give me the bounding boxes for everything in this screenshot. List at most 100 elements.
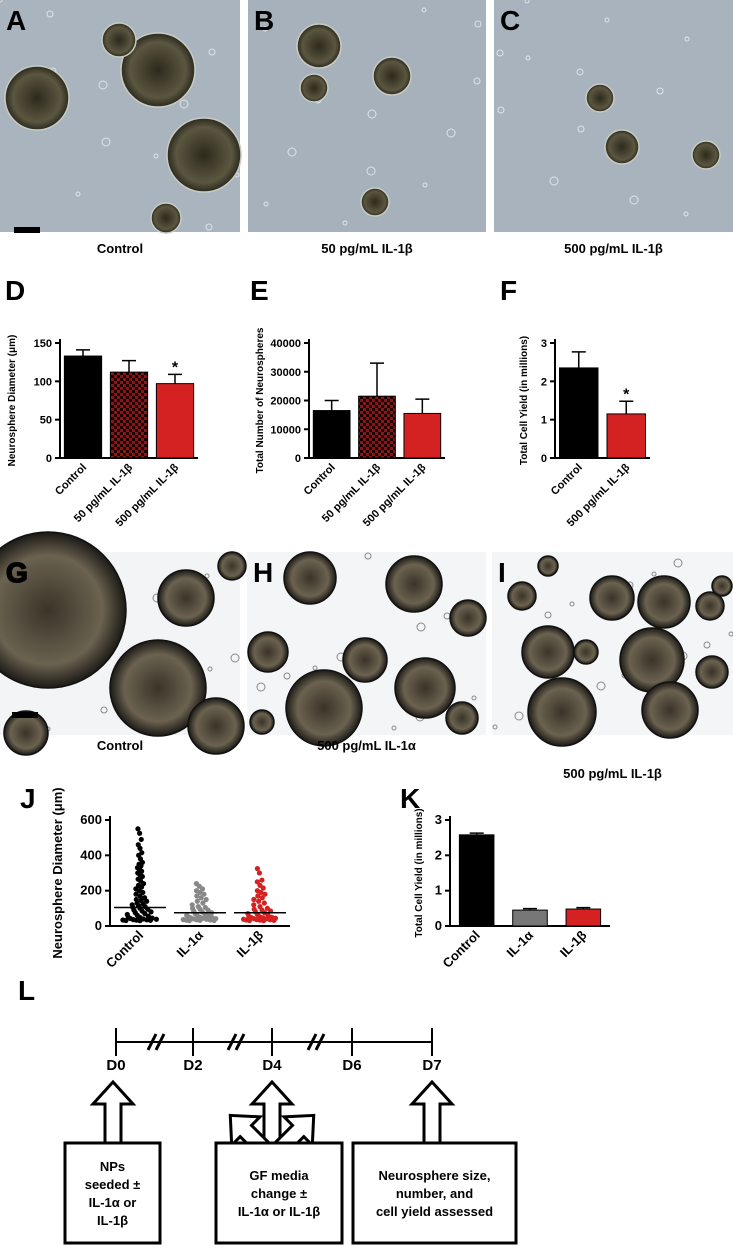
point [147,917,154,923]
debris [629,195,639,205]
photo-caption: Control [97,241,143,256]
y-axis-label: Neurosphere Diameter (μm) [50,787,65,958]
photo-panel [0,0,242,234]
point [258,889,264,896]
debris [422,182,428,188]
debris [728,631,733,637]
scale-bar [14,227,40,233]
box-text: seeded ± [85,1177,141,1192]
neurosphere [187,697,245,755]
arrow [89,1079,137,1145]
point [140,889,146,896]
neurosphere [109,639,207,737]
point [251,896,257,903]
photo-caption: 500 pg/mL IL-1β [563,766,662,781]
point [194,893,200,899]
box-text: cell yield assessed [376,1204,493,1219]
point [254,879,260,885]
photo-panel [0,531,247,756]
x-tick-label: Control [53,462,89,498]
bar [312,410,351,459]
debris [100,706,108,714]
panel-letter: H [253,557,273,588]
point [138,836,144,843]
point [201,891,207,897]
error-bar [415,398,430,414]
neurosphere [589,575,635,621]
panel-letter: F [500,275,517,306]
point [197,917,203,923]
y-tick-label: 150 [34,338,52,350]
y-tick-label: 0 [46,453,52,465]
neurosphere [449,599,487,637]
box-text: GF media [249,1168,309,1183]
neurosphere [385,555,443,613]
y-tick-label: 600 [80,812,102,827]
point [194,898,200,904]
debris [497,106,505,114]
y-axis-label: Neurosphere Diameter (μm) [7,335,18,467]
point [246,917,253,924]
debris [673,558,683,568]
panel-letter: A [6,5,26,36]
day-label: D2 [183,1057,202,1074]
point [254,865,261,872]
neurosphere [299,73,329,103]
point [271,917,277,923]
photo [494,0,733,232]
debris [153,153,159,159]
debris [684,36,690,42]
box-text: IL-1β [97,1213,128,1228]
y-tick-label: 20000 [270,396,301,408]
break-marks [146,1033,326,1051]
box-text: IL-1α or IL-1β [238,1204,320,1219]
photo-panel [494,0,733,232]
panel-letter: B [254,5,274,36]
debris [492,724,498,730]
y-tick-label: 0 [95,918,102,933]
debris [471,695,477,701]
point [133,891,139,897]
panel-letter: E [250,275,269,306]
debris [703,641,711,649]
axes [109,816,290,927]
y-axis-label: Total Number of Neurospheres [255,327,266,473]
x-tick-label: Control [439,928,482,971]
debris [474,20,482,28]
photo-panel [247,551,487,747]
point [211,917,217,924]
point [259,895,265,901]
neurosphere [360,187,390,217]
point [256,870,263,876]
y-tick-label: 2 [541,376,547,388]
y-tick-label: 1 [541,415,547,427]
photo-panel [492,552,733,747]
point [198,895,204,901]
point [267,917,273,923]
point [200,900,206,906]
panel-letter: J [20,783,36,814]
point [186,918,192,924]
scale-bar [12,712,38,718]
axes [59,339,198,459]
debris [367,109,377,119]
bar [63,355,103,459]
timeline-graphics [63,1028,518,1245]
box-text: IL-1α or [89,1195,137,1210]
bar [512,909,548,927]
box [351,1141,518,1245]
bar [155,383,195,459]
neurosphere [604,129,640,165]
debris [421,7,427,13]
error-bar [469,832,484,835]
point [137,918,143,924]
x-tick-label: IL-1β [557,927,590,960]
point [255,893,261,899]
debris [205,223,213,231]
day-label: D0 [106,1057,125,1074]
neurosphere [342,637,388,683]
bar [559,367,599,459]
